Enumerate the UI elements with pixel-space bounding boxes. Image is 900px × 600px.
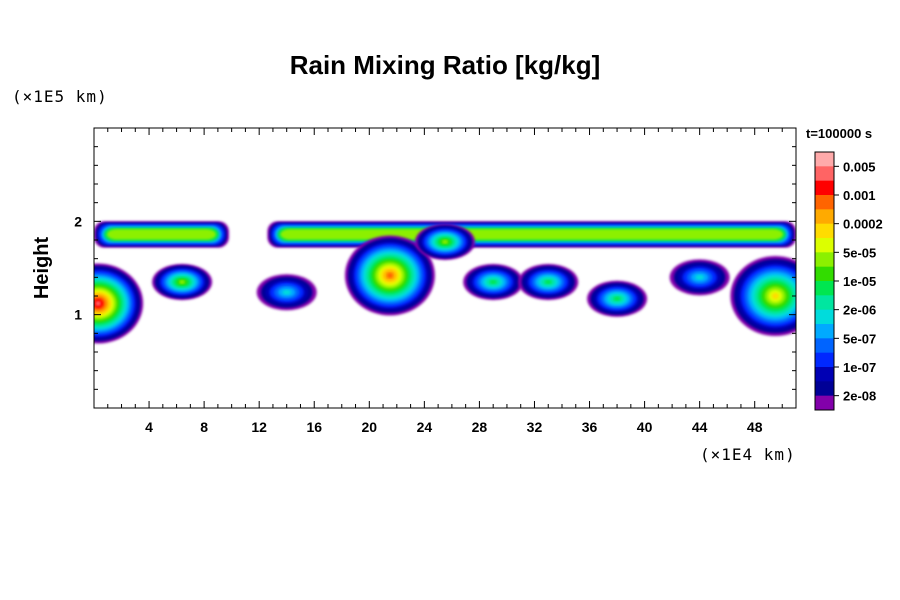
colorbar-swatch (815, 266, 834, 282)
colorbar-swatch (815, 166, 834, 182)
x-ticks: 4 8 12 16 20 24 28 32 36 40 44 48 (107, 128, 783, 435)
colorbar-label: 2e-08 (843, 389, 876, 404)
field-cell (179, 280, 185, 284)
x-tick-label: 8 (200, 419, 208, 435)
colorbar-label: 1e-07 (843, 360, 876, 375)
colorbar-label: 1e-05 (843, 274, 876, 289)
time-label: t=100000 s (806, 126, 872, 141)
colorbar-label: 0.001 (843, 188, 876, 203)
colorbar-swatch (815, 252, 834, 268)
x-tick-label: 24 (417, 419, 433, 435)
field-band (280, 229, 783, 240)
x-tick-label: 28 (472, 419, 488, 435)
colorbar-label: 0.005 (843, 159, 876, 174)
field-band (107, 229, 216, 240)
x-tick-label: 32 (527, 419, 543, 435)
colorbar-swatch (815, 352, 834, 368)
y-ticks: 12 (74, 146, 796, 390)
field-cell (695, 274, 704, 280)
colorbar-swatch (815, 324, 834, 339)
colorbar-swatch (815, 223, 834, 239)
x-tick-label: 40 (637, 419, 653, 435)
field-cell (489, 280, 497, 284)
x-unit-label: (×1E4 km) (700, 445, 796, 464)
colorbar-swatch (815, 295, 834, 311)
plot-frame (93, 127, 797, 409)
field-cell (613, 296, 621, 301)
x-tick-label: 16 (306, 419, 322, 435)
colorbar-swatch (815, 381, 834, 397)
field-cell (442, 239, 448, 244)
colorbar-swatch (815, 338, 834, 354)
colorbar-swatch (815, 238, 834, 253)
colorbar-label: 5e-05 (843, 245, 876, 260)
x-tick-label: 36 (582, 419, 598, 435)
x-tick-label: 20 (362, 419, 378, 435)
field-cell (771, 292, 779, 300)
field-cell (386, 272, 393, 279)
colorbar-label: 5e-07 (843, 331, 876, 346)
y-axis-label: Height (31, 237, 53, 300)
rain-field (94, 221, 796, 344)
colorbar-swatch (815, 395, 834, 411)
chart-title: Rain Mixing Ratio [kg/kg] (290, 50, 601, 80)
field-cell (544, 280, 552, 284)
colorbar-label: 2e-06 (843, 303, 876, 318)
x-tick-label: 44 (692, 419, 708, 435)
colorbar-swatch (815, 209, 834, 225)
colorbar: 0.005 0.001 0.0002 5e-05 1e-05 2e-06 5e-07 1e-0… (814, 151, 883, 411)
colorbar-swatch (815, 152, 834, 167)
colorbar-swatch (815, 367, 834, 382)
colorbar-label: 0.0002 (843, 217, 883, 232)
colorbar-swatch (815, 309, 834, 325)
field-cell (282, 289, 291, 295)
x-tick-label: 12 (251, 419, 267, 435)
y-unit-label: (×1E5 km) (12, 87, 108, 106)
y-tick-label: 2 (74, 213, 82, 229)
field-cell (95, 301, 101, 306)
colorbar-swatch (815, 281, 834, 296)
colorbar-swatch (815, 180, 834, 196)
x-tick-label: 48 (747, 419, 763, 435)
y-tick-label: 1 (74, 307, 82, 323)
colorbar-swatch (815, 195, 834, 210)
x-tick-label: 4 (145, 419, 153, 435)
